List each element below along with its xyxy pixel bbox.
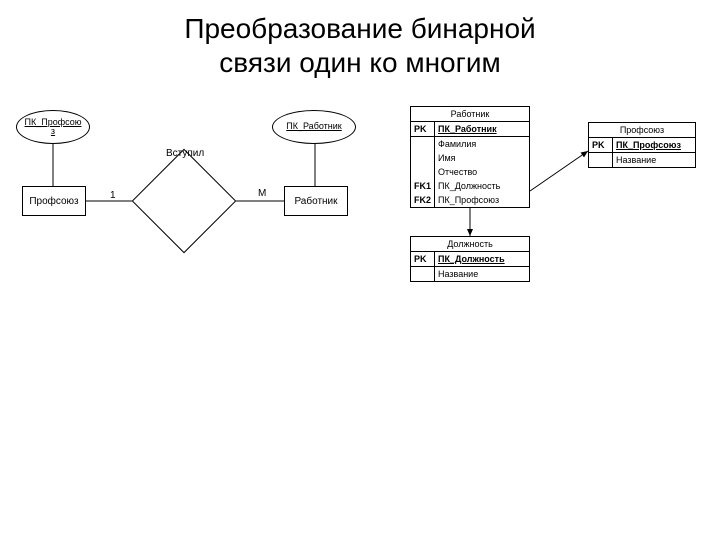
fk-key [411, 137, 435, 151]
attr-text: Фамилия [435, 137, 529, 151]
fk-key [411, 151, 435, 165]
ellipse-left-label: ПК_Профсою з [25, 118, 82, 137]
attr-text: Имя [435, 151, 529, 165]
table-position-title: Должность [411, 237, 529, 252]
table-row: PK ПК_Должность [411, 252, 529, 266]
table-row: Отчество [411, 165, 529, 179]
er-attribute-ellipse-left: ПК_Профсою з [16, 110, 90, 144]
fk-key [411, 165, 435, 179]
er-attribute-ellipse-right: ПК_Работник [272, 110, 356, 144]
fk-key: FK1 [411, 179, 435, 193]
er-relationship-label: Вступил [166, 148, 204, 159]
card-left-text: 1 [110, 190, 116, 201]
table-row: Название [589, 153, 695, 167]
table-row: FK2 ПК_Профсоюз [411, 193, 529, 207]
diagram-canvas: ПК_Профсою з ПК_Работник Профсоюз Работн… [0, 0, 720, 540]
table-position: Должность PK ПК_Должность Название [410, 236, 530, 282]
table-worker-pk-section: PK ПК_Работник [411, 122, 529, 137]
table-union-title: Профсоюз [589, 123, 695, 138]
entity-right-label: Работник [294, 196, 337, 207]
cardinality-left: 1 [110, 190, 116, 201]
er-relationship-diamond [132, 149, 237, 254]
table-row: PK ПК_Работник [411, 122, 529, 136]
fk-key [411, 267, 435, 281]
attr-text: ПК_Должность [435, 179, 529, 193]
table-worker-title: Работник [411, 107, 529, 122]
table-worker-attrs: Фамилия Имя Отчество FK1 ПК_Должность FK… [411, 137, 529, 207]
relationship-text: Вступил [166, 148, 204, 159]
table-row: FK1 ПК_Должность [411, 179, 529, 193]
table-row: Название [411, 267, 529, 281]
cardinality-right: M [258, 188, 266, 199]
entity-left-label: Профсоюз [29, 196, 78, 207]
fk-key [589, 153, 613, 167]
card-right-text: M [258, 188, 266, 199]
table-worker: Работник PK ПК_Работник Фамилия Имя Отче… [410, 106, 530, 208]
er-entity-right: Работник [284, 186, 348, 216]
table-union-attrs: Название [589, 153, 695, 167]
pk-attr: ПК_Работник [435, 122, 529, 136]
pk-attr: ПК_Профсоюз [613, 138, 695, 152]
table-row: Имя [411, 151, 529, 165]
attr-text: Отчество [435, 165, 529, 179]
attr-text: Название [435, 267, 529, 281]
table-position-pk-section: PK ПК_Должность [411, 252, 529, 267]
ellipse-right-label: ПК_Работник [286, 122, 341, 131]
pk-attr: ПК_Должность [435, 252, 529, 266]
table-position-attrs: Название [411, 267, 529, 281]
pk-key: PK [411, 252, 435, 266]
attr-text: Название [613, 153, 695, 167]
table-row: Фамилия [411, 137, 529, 151]
attr-text: ПК_Профсоюз [435, 193, 529, 207]
table-union: Профсоюз PK ПК_Профсоюз Название [588, 122, 696, 168]
pk-key: PK [411, 122, 435, 136]
pk-key: PK [589, 138, 613, 152]
er-entity-left: Профсоюз [22, 186, 86, 216]
fk-key: FK2 [411, 193, 435, 207]
table-union-pk-section: PK ПК_Профсоюз [589, 138, 695, 153]
table-row: PK ПК_Профсоюз [589, 138, 695, 152]
